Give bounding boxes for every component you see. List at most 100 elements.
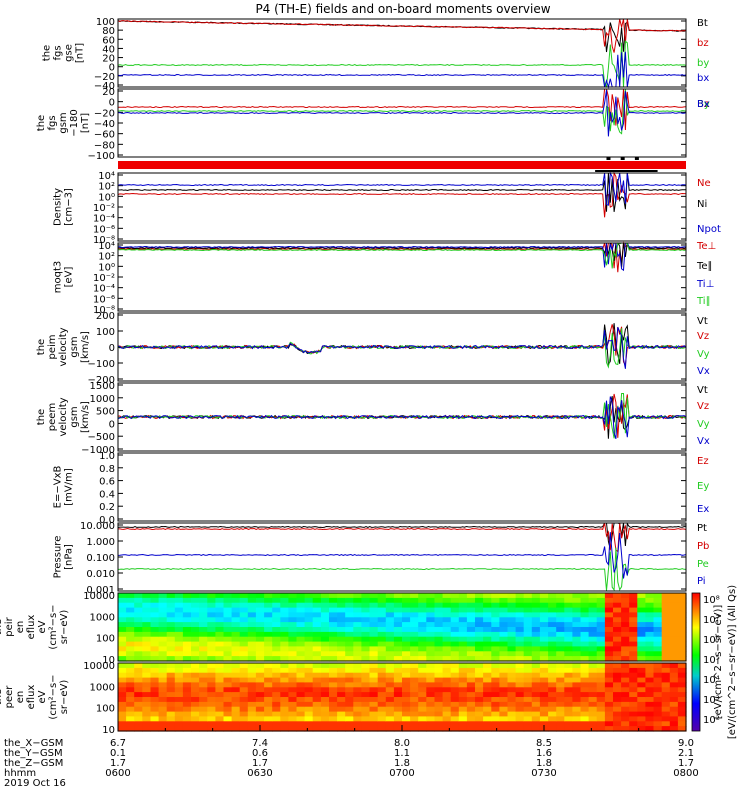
heatmap-cell	[158, 692, 168, 698]
heatmap-cell	[126, 627, 135, 633]
heatmap-cell	[458, 627, 468, 633]
heatmap-cell	[191, 602, 200, 609]
heatmap-cell	[126, 711, 135, 718]
heatmap-cell	[231, 651, 241, 657]
heatmap-cell	[369, 726, 379, 732]
heatmap-cell	[572, 706, 582, 713]
heatmap-cell	[653, 721, 663, 727]
heatmap-cell	[361, 622, 371, 628]
heatmap-cell	[475, 602, 484, 609]
ylabel-line: sr−eV)	[59, 680, 70, 715]
time-row-value: 6.7	[110, 738, 126, 749]
heatmap-cell	[402, 602, 411, 609]
heatmap-cell	[393, 677, 403, 684]
panel-frame	[117, 522, 687, 592]
heatmap-cell	[539, 721, 549, 727]
heatmap-cell	[215, 697, 225, 703]
heatmap-cell	[158, 701, 168, 708]
heatmap-cell	[207, 636, 216, 643]
heatmap-cell	[629, 631, 638, 638]
heatmap-cell	[475, 711, 484, 718]
heatmap-cell	[345, 641, 354, 648]
heatmap-cell	[531, 697, 541, 703]
heatmap-cell	[174, 597, 184, 604]
figure-title: P4 (TH-E) fields and on-board moments ov…	[255, 2, 550, 16]
heatmap-cell	[255, 706, 265, 713]
heatmap-cell	[320, 593, 330, 599]
heatmap-cell	[523, 667, 533, 674]
ytick-label: −40	[94, 81, 115, 92]
heatmap-cell	[142, 622, 151, 628]
heatmap-cell	[604, 597, 614, 604]
heatmap-cell	[531, 602, 541, 609]
heatmap-cell	[491, 692, 500, 698]
heatmap-cell	[402, 711, 411, 718]
heatmap-cell	[304, 622, 314, 628]
heatmap-cell	[564, 651, 573, 657]
heatmap-cell	[629, 672, 638, 679]
heatmap-cell	[345, 726, 354, 732]
heatmap-cell	[669, 602, 679, 609]
heatmap-cell	[385, 622, 395, 628]
heatmap-cell	[491, 651, 500, 657]
series-Bx	[117, 89, 687, 137]
heatmap-cell	[182, 667, 192, 674]
heatmap-cell	[434, 682, 444, 688]
series-Vy	[117, 393, 687, 439]
heatmap-cell	[410, 593, 419, 599]
heatmap-cell	[604, 612, 614, 618]
heatmap-cell	[661, 646, 671, 652]
heatmap-cell	[515, 636, 525, 643]
heatmap-cell	[523, 597, 533, 604]
heatmap-cell	[304, 617, 314, 623]
heatmap-cell	[572, 656, 582, 662]
heatmap-cell	[418, 721, 427, 727]
heatmap-cell	[426, 641, 435, 648]
heatmap-cell	[572, 651, 582, 657]
heatmap-cell	[621, 677, 630, 684]
heatmap-cell	[402, 687, 411, 693]
heatmap-cell	[418, 622, 427, 628]
heatmap-cell	[669, 677, 679, 684]
heatmap-cell	[207, 656, 216, 662]
heatmap-cell	[393, 646, 403, 652]
heatmap-cell	[677, 682, 687, 688]
heatmap-cell	[604, 692, 614, 698]
heatmap-cell	[507, 627, 517, 633]
heatmap-cell	[621, 622, 630, 628]
ytick-label: −100	[88, 151, 115, 162]
heatmap-cell	[515, 663, 525, 669]
ylabel-efield: E=−VxB [mV/m]	[53, 466, 75, 509]
heatmap-cell	[596, 636, 606, 643]
heatmap-cell	[361, 667, 371, 674]
heatmap-cell	[337, 701, 346, 708]
heatmap-cell	[580, 716, 590, 722]
panel-frame	[117, 452, 687, 522]
heatmap-cell	[247, 641, 257, 648]
heatmap-cell	[418, 636, 427, 643]
heatmap-cell	[272, 663, 281, 669]
ylabel-peim: the peim velocity gsm [km/s]	[36, 327, 91, 366]
heatmap-cell	[604, 656, 614, 662]
heatmap-cell	[475, 663, 484, 669]
heatmap-cell	[223, 682, 233, 688]
heatmap-cell	[272, 697, 281, 703]
heatmap-cell	[215, 711, 225, 718]
heatmap-cell	[377, 721, 387, 727]
heatmap-cell	[426, 711, 435, 718]
heatmap-cell	[402, 697, 411, 703]
heatmap-cell	[523, 617, 533, 623]
heatmap-cell	[596, 687, 606, 693]
heatmap-cell	[280, 597, 289, 604]
heatmap-cell	[150, 692, 160, 698]
heatmap-cell	[134, 617, 143, 623]
heatmap-cell	[458, 602, 468, 609]
heatmap-cell	[215, 636, 225, 643]
heatmap-cell	[458, 612, 468, 618]
heatmap-cell	[450, 593, 460, 599]
heatmap-cell	[539, 677, 549, 684]
heatmap-cell	[442, 646, 452, 652]
heatmap-cell	[442, 721, 452, 727]
heatmap-cell	[515, 602, 525, 609]
heatmap-cell	[312, 597, 322, 604]
